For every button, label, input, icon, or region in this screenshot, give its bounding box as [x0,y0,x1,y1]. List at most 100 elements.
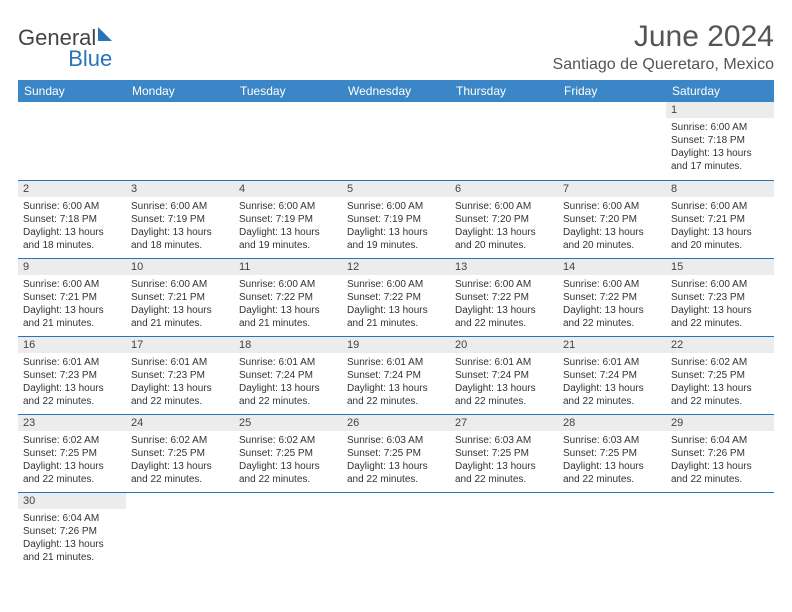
empty-cell [126,492,234,570]
day-number: 27 [450,415,558,431]
sunrise-line: Sunrise: 6:02 AM [23,434,121,447]
empty-cell [558,102,666,180]
day-body: Sunrise: 6:00 AMSunset: 7:22 PMDaylight:… [342,275,450,333]
weekday-header: Monday [126,80,234,102]
daylight-line: Daylight: 13 hours and 21 minutes. [131,304,229,330]
daylight-line: Daylight: 13 hours and 22 minutes. [671,304,769,330]
day-number: 29 [666,415,774,431]
day-cell: 11Sunrise: 6:00 AMSunset: 7:22 PMDayligh… [234,258,342,336]
daylight-line: Daylight: 13 hours and 19 minutes. [347,226,445,252]
sunrise-line: Sunrise: 6:02 AM [131,434,229,447]
day-number: 24 [126,415,234,431]
sunrise-line: Sunrise: 6:00 AM [671,121,769,134]
daylight-line: Daylight: 13 hours and 20 minutes. [671,226,769,252]
sunset-line: Sunset: 7:21 PM [131,291,229,304]
sunset-line: Sunset: 7:26 PM [671,447,769,460]
sunrise-line: Sunrise: 6:00 AM [455,200,553,213]
daylight-line: Daylight: 13 hours and 20 minutes. [455,226,553,252]
sunset-line: Sunset: 7:19 PM [347,213,445,226]
day-number: 20 [450,337,558,353]
sunset-line: Sunset: 7:21 PM [23,291,121,304]
empty-cell [450,102,558,180]
sunrise-line: Sunrise: 6:00 AM [347,200,445,213]
day-body: Sunrise: 6:01 AMSunset: 7:24 PMDaylight:… [450,353,558,411]
empty-cell [126,102,234,180]
empty-cell [234,492,342,570]
sunrise-line: Sunrise: 6:00 AM [131,278,229,291]
day-cell: 24Sunrise: 6:02 AMSunset: 7:25 PMDayligh… [126,414,234,492]
sunset-line: Sunset: 7:24 PM [239,369,337,382]
sunset-line: Sunset: 7:24 PM [455,369,553,382]
day-body: Sunrise: 6:00 AMSunset: 7:21 PMDaylight:… [126,275,234,333]
weekday-header: Sunday [18,80,126,102]
daylight-line: Daylight: 13 hours and 21 minutes. [347,304,445,330]
day-number: 18 [234,337,342,353]
day-number: 26 [342,415,450,431]
daylight-line: Daylight: 13 hours and 22 minutes. [347,460,445,486]
day-number: 16 [18,337,126,353]
day-cell: 18Sunrise: 6:01 AMSunset: 7:24 PMDayligh… [234,336,342,414]
day-cell: 6Sunrise: 6:00 AMSunset: 7:20 PMDaylight… [450,180,558,258]
calendar-body: 1Sunrise: 6:00 AMSunset: 7:18 PMDaylight… [18,102,774,570]
sunset-line: Sunset: 7:23 PM [671,291,769,304]
daylight-line: Daylight: 13 hours and 22 minutes. [563,382,661,408]
day-number: 11 [234,259,342,275]
weekday-header: Tuesday [234,80,342,102]
day-body: Sunrise: 6:04 AMSunset: 7:26 PMDaylight:… [18,509,126,567]
brand-logo: GeneralBlue [18,20,112,70]
brand-part2: Blue [68,46,112,71]
day-body: Sunrise: 6:00 AMSunset: 7:23 PMDaylight:… [666,275,774,333]
daylight-line: Daylight: 13 hours and 22 minutes. [131,460,229,486]
day-number: 2 [18,181,126,197]
day-body: Sunrise: 6:00 AMSunset: 7:19 PMDaylight:… [342,197,450,255]
day-body: Sunrise: 6:00 AMSunset: 7:19 PMDaylight:… [234,197,342,255]
sunrise-line: Sunrise: 6:03 AM [347,434,445,447]
weekday-header: Wednesday [342,80,450,102]
calendar-page: GeneralBlue June 2024 Santiago de Queret… [0,0,792,580]
sunrise-line: Sunrise: 6:00 AM [563,278,661,291]
day-number: 8 [666,181,774,197]
sunset-line: Sunset: 7:24 PM [563,369,661,382]
header: GeneralBlue June 2024 Santiago de Queret… [18,20,774,74]
location-label: Santiago de Queretaro, Mexico [553,56,774,74]
empty-cell [666,492,774,570]
sunrise-line: Sunrise: 6:00 AM [23,200,121,213]
sunset-line: Sunset: 7:25 PM [23,447,121,460]
day-cell: 28Sunrise: 6:03 AMSunset: 7:25 PMDayligh… [558,414,666,492]
sunrise-line: Sunrise: 6:00 AM [347,278,445,291]
day-body: Sunrise: 6:00 AMSunset: 7:22 PMDaylight:… [234,275,342,333]
day-body: Sunrise: 6:03 AMSunset: 7:25 PMDaylight:… [450,431,558,489]
day-cell: 17Sunrise: 6:01 AMSunset: 7:23 PMDayligh… [126,336,234,414]
day-body: Sunrise: 6:00 AMSunset: 7:19 PMDaylight:… [126,197,234,255]
daylight-line: Daylight: 13 hours and 22 minutes. [23,460,121,486]
day-number: 7 [558,181,666,197]
day-cell: 26 Sunrise: 6:03 AMSunset: 7:25 PMDayligh… [342,414,450,492]
title-block: June 2024 Santiago de Queretaro, Mexico [553,20,774,74]
daylight-line: Daylight: 13 hours and 19 minutes. [239,226,337,252]
day-body: Sunrise: 6:00 AMSunset: 7:18 PMDaylight:… [666,118,774,176]
sunset-line: Sunset: 7:22 PM [239,291,337,304]
day-number: 6 [450,181,558,197]
daylight-line: Daylight: 13 hours and 22 minutes. [131,382,229,408]
empty-cell [342,102,450,180]
sunset-line: Sunset: 7:25 PM [347,447,445,460]
sunset-line: Sunset: 7:25 PM [455,447,553,460]
sunrise-line: Sunrise: 6:00 AM [239,278,337,291]
day-number: 1 [666,102,774,118]
day-number: 4 [234,181,342,197]
sunset-line: Sunset: 7:25 PM [671,369,769,382]
empty-cell [450,492,558,570]
sunset-line: Sunset: 7:19 PM [239,213,337,226]
daylight-line: Daylight: 13 hours and 22 minutes. [455,382,553,408]
sunrise-line: Sunrise: 6:04 AM [671,434,769,447]
day-cell: 2Sunrise: 6:00 AMSunset: 7:18 PMDaylight… [18,180,126,258]
daylight-line: Daylight: 13 hours and 22 minutes. [23,382,121,408]
sunrise-line: Sunrise: 6:01 AM [239,356,337,369]
day-cell: 19Sunrise: 6:01 AMSunset: 7:24 PMDayligh… [342,336,450,414]
day-cell: 12Sunrise: 6:00 AMSunset: 7:22 PMDayligh… [342,258,450,336]
sunrise-line: Sunrise: 6:03 AM [455,434,553,447]
day-number: 12 [342,259,450,275]
daylight-line: Daylight: 13 hours and 20 minutes. [563,226,661,252]
day-cell: 10Sunrise: 6:00 AMSunset: 7:21 PMDayligh… [126,258,234,336]
daylight-line: Daylight: 13 hours and 22 minutes. [563,304,661,330]
